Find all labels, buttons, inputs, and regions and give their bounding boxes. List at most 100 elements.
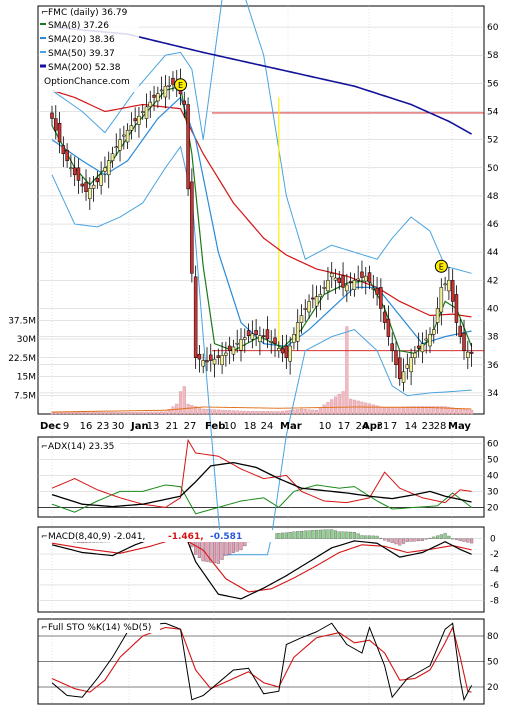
volume-bar — [103, 411, 107, 415]
candle-up — [333, 277, 338, 281]
candle-up — [363, 275, 368, 282]
volume-bar — [333, 396, 338, 415]
volume-bar — [273, 411, 277, 415]
candle-up — [292, 334, 296, 343]
volume-bar — [69, 412, 73, 415]
bollinger-lower — [51, 145, 472, 556]
macd-histogram-bar — [443, 533, 447, 539]
volume-bar — [439, 406, 443, 415]
sto-tick-label: 80 — [487, 632, 499, 642]
candle-up — [439, 287, 444, 313]
macd-histogram-bar — [371, 535, 375, 539]
price-tick-label: 52 — [487, 136, 498, 146]
candle-up — [167, 85, 171, 87]
volume-bar — [315, 410, 319, 415]
candle-up — [413, 352, 417, 358]
volume-bar — [458, 408, 462, 415]
price-tick-label: 56 — [487, 79, 499, 89]
price-tick-label: 50 — [487, 164, 499, 174]
volume-bar — [341, 391, 345, 415]
candle-down — [284, 345, 289, 358]
x-day-label: 7 — [391, 421, 397, 432]
volume-bar — [239, 410, 243, 415]
volume-bar — [420, 406, 424, 415]
candle-down — [76, 167, 81, 181]
macd-title-icon: ⌐ — [41, 532, 48, 541]
macd-histogram-bar — [417, 538, 421, 542]
price-tick-label: 48 — [487, 192, 499, 202]
candle-down — [209, 354, 213, 361]
volume-bar — [296, 409, 300, 415]
candle-up — [288, 345, 292, 362]
candle-down — [341, 275, 345, 288]
volume-tick-label: 30M — [17, 335, 36, 345]
macd-histogram-bar — [451, 538, 455, 540]
volume-bar — [156, 411, 160, 415]
candle-up — [125, 130, 130, 143]
volume-bar — [265, 411, 270, 415]
price-tick-label: 60 — [487, 23, 499, 33]
sma20-line — [51, 96, 472, 348]
volume-bar — [190, 405, 194, 415]
macd-histogram-bar — [458, 538, 462, 541]
x-day-label: 24 — [356, 421, 369, 432]
candle-down — [367, 272, 372, 283]
candle-down — [80, 183, 84, 187]
candle-up — [69, 167, 73, 170]
volume-bar — [122, 412, 126, 415]
candle-up — [231, 346, 236, 355]
macd-histogram-bar — [299, 530, 304, 539]
candle-up — [110, 153, 115, 162]
x-month-label: Feb — [205, 421, 225, 432]
candle-down — [133, 118, 137, 122]
volume-bar — [281, 410, 285, 415]
candle-up — [299, 315, 304, 323]
volume-bar — [73, 412, 77, 415]
macd-tick-label: -6 — [490, 581, 499, 591]
volume-bar — [443, 406, 447, 415]
candle-up — [269, 341, 273, 343]
x-day-label: 23 — [97, 421, 110, 432]
volume-bar — [160, 411, 164, 415]
volume-bar — [243, 410, 247, 415]
macd-histogram-bar — [311, 530, 315, 539]
macd-histogram-bar — [216, 538, 220, 564]
macd-histogram-bar — [401, 538, 406, 544]
volume-bar — [201, 408, 205, 415]
macd-histogram-bar — [212, 538, 217, 564]
macd-histogram-bar — [413, 538, 417, 542]
candle-down — [190, 181, 194, 274]
macd-histogram-bar — [296, 531, 300, 539]
candle-down — [450, 280, 455, 302]
volume-bar — [454, 408, 459, 415]
volume-bar — [197, 407, 201, 415]
macd-histogram-bar — [315, 529, 319, 539]
macd-histogram-bar — [326, 529, 330, 539]
volume-layer — [50, 326, 474, 415]
macd-title: MACD(8,40,9) -2.041, — [48, 532, 145, 542]
volume-bar — [171, 406, 175, 415]
candle-down — [182, 100, 187, 105]
sma20-legend-label: SMA(20) 38.36 — [48, 35, 115, 45]
macd-histogram-bar — [345, 531, 349, 539]
candle-up — [277, 348, 281, 351]
volume-bar — [432, 406, 436, 415]
candle-up — [314, 296, 319, 307]
earnings-marker-label: E — [439, 262, 444, 271]
candle-down — [375, 288, 379, 295]
candle-up — [106, 160, 111, 176]
sma50-legend-label: SMA(50) 39.37 — [48, 49, 115, 59]
candle-down — [398, 357, 402, 380]
sto-title-bg — [40, 621, 160, 633]
earnings-marker — [434, 259, 448, 273]
volume-bar — [129, 412, 133, 415]
macd-histogram-bar — [292, 531, 296, 539]
candle-up — [235, 342, 239, 345]
volume-average-line — [51, 406, 472, 413]
volume-bar — [466, 409, 470, 415]
candle-down — [197, 353, 202, 360]
macd-histogram-bar — [307, 530, 311, 539]
candle-up — [356, 278, 360, 281]
volume-bar — [231, 410, 235, 415]
volume-bar — [194, 406, 198, 415]
